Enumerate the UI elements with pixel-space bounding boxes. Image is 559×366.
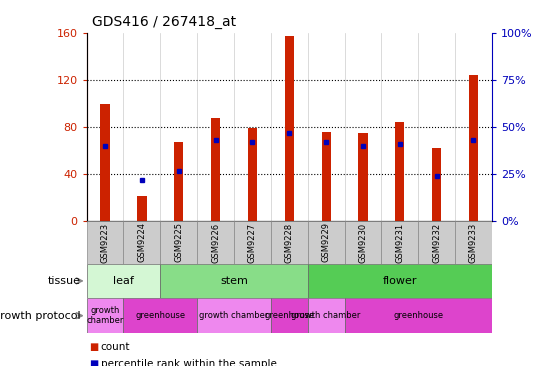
- Bar: [307, 298, 344, 333]
- Bar: [160, 221, 197, 264]
- Bar: [87, 298, 124, 333]
- Text: ■: ■: [89, 342, 99, 352]
- Text: GSM9226: GSM9226: [211, 223, 220, 262]
- Bar: [381, 221, 418, 264]
- Text: GSM9223: GSM9223: [101, 223, 110, 262]
- Bar: [271, 298, 307, 333]
- Text: growth
chamber: growth chamber: [87, 306, 124, 325]
- Text: GSM9225: GSM9225: [174, 223, 183, 262]
- Text: GSM9231: GSM9231: [395, 223, 404, 262]
- Bar: [174, 142, 183, 221]
- Bar: [101, 104, 110, 221]
- Bar: [124, 298, 197, 333]
- Bar: [197, 221, 234, 264]
- Text: GSM9224: GSM9224: [138, 223, 146, 262]
- Text: greenhouse: greenhouse: [135, 311, 186, 320]
- Text: stem: stem: [220, 276, 248, 286]
- Text: GDS416 / 267418_at: GDS416 / 267418_at: [92, 15, 236, 29]
- Bar: [124, 221, 160, 264]
- Text: greenhouse: greenhouse: [393, 311, 443, 320]
- Bar: [87, 221, 124, 264]
- Bar: [160, 264, 307, 298]
- Text: GSM9227: GSM9227: [248, 223, 257, 262]
- Text: flower: flower: [382, 276, 417, 286]
- Bar: [248, 128, 257, 221]
- Bar: [307, 221, 344, 264]
- Text: leaf: leaf: [113, 276, 134, 286]
- Bar: [87, 264, 160, 298]
- Bar: [234, 221, 271, 264]
- Text: ■: ■: [89, 359, 99, 366]
- Bar: [344, 221, 381, 264]
- Text: GSM9230: GSM9230: [358, 223, 367, 262]
- Text: growth protocol: growth protocol: [0, 311, 81, 321]
- Text: percentile rank within the sample: percentile rank within the sample: [101, 359, 277, 366]
- Bar: [211, 118, 220, 221]
- Bar: [395, 123, 404, 221]
- Text: growth chamber: growth chamber: [291, 311, 361, 320]
- Bar: [321, 132, 331, 221]
- Text: GSM9233: GSM9233: [469, 223, 478, 262]
- Bar: [271, 221, 307, 264]
- Bar: [469, 75, 478, 221]
- Bar: [344, 298, 492, 333]
- Text: GSM9229: GSM9229: [321, 223, 330, 262]
- Bar: [138, 195, 146, 221]
- Bar: [307, 264, 492, 298]
- Text: greenhouse: greenhouse: [264, 311, 314, 320]
- Bar: [455, 221, 492, 264]
- Bar: [358, 133, 368, 221]
- Bar: [285, 37, 294, 221]
- Text: GSM9232: GSM9232: [432, 223, 441, 262]
- Bar: [432, 148, 441, 221]
- Text: tissue: tissue: [48, 276, 81, 286]
- Text: GSM9228: GSM9228: [285, 223, 294, 262]
- Bar: [418, 221, 455, 264]
- Text: growth chamber: growth chamber: [200, 311, 269, 320]
- Text: count: count: [101, 342, 130, 352]
- Bar: [197, 298, 271, 333]
